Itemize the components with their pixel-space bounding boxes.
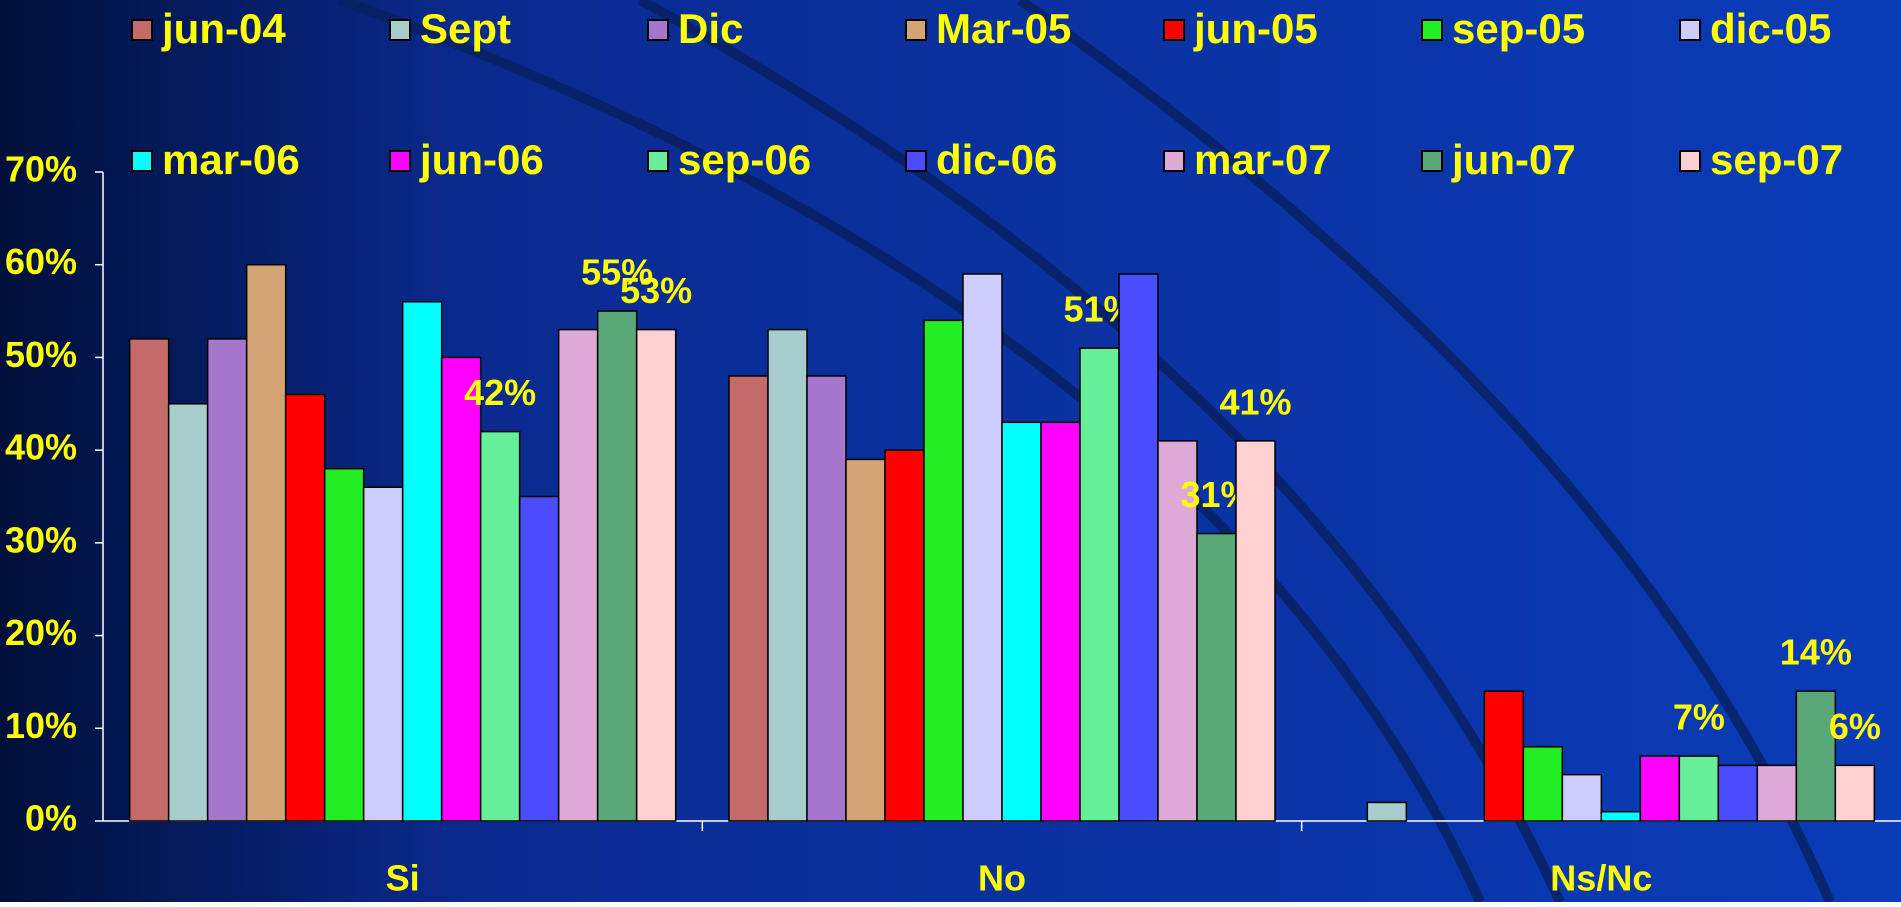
bar xyxy=(1639,755,1681,822)
bar xyxy=(1079,347,1120,822)
bar xyxy=(962,273,1003,822)
y-tick-label: 30% xyxy=(5,519,77,560)
legend-label: Mar-05 xyxy=(936,5,1071,52)
bar xyxy=(1561,773,1603,822)
legend-swatch xyxy=(1679,150,1701,172)
bar xyxy=(845,458,886,822)
legend-label: dic-06 xyxy=(936,136,1057,183)
bar xyxy=(923,319,964,822)
y-tick-label: 50% xyxy=(5,334,77,375)
bar xyxy=(1366,801,1408,822)
y-tick-label: 70% xyxy=(5,149,77,190)
bar xyxy=(1600,810,1642,822)
legend-label: jun-05 xyxy=(1193,5,1318,52)
bar xyxy=(1522,746,1564,822)
y-tick-label: 0% xyxy=(25,798,77,839)
bar xyxy=(1834,764,1876,822)
data-label: 53% xyxy=(620,270,692,311)
legend-label: jun-06 xyxy=(419,136,544,183)
bar xyxy=(167,403,209,822)
legend-label: jun-07 xyxy=(1451,136,1576,183)
data-label: 55% xyxy=(581,252,653,293)
legend-swatch xyxy=(1163,19,1185,41)
bar xyxy=(206,338,248,822)
legend-swatch xyxy=(647,150,669,172)
bar xyxy=(557,328,599,822)
bar xyxy=(884,449,925,822)
y-tick-label: 20% xyxy=(5,612,77,653)
x-tick-label: Si xyxy=(386,858,420,899)
legend-swatch xyxy=(389,150,411,172)
bar xyxy=(596,310,638,822)
bar xyxy=(284,393,326,822)
data-label: 41% xyxy=(1219,381,1291,422)
y-tick-label: 40% xyxy=(5,427,77,468)
legend-label: dic-05 xyxy=(1710,5,1831,52)
legend-swatch xyxy=(1163,150,1185,172)
legend-swatch xyxy=(389,19,411,41)
bar xyxy=(767,328,808,822)
bar xyxy=(1001,421,1042,822)
bar xyxy=(1756,764,1798,822)
data-label: 42% xyxy=(464,372,536,413)
bar xyxy=(1795,690,1837,822)
bar xyxy=(1717,764,1759,822)
legend-swatch xyxy=(647,19,669,41)
data-label: 7% xyxy=(1673,697,1725,738)
bar xyxy=(1040,421,1081,822)
legend-label: Sept xyxy=(420,5,511,52)
legend-label: Dic xyxy=(678,5,743,52)
bar xyxy=(440,356,482,822)
legend-swatch xyxy=(1679,19,1701,41)
legend-label: jun-04 xyxy=(161,5,286,52)
bar xyxy=(401,301,443,822)
bar xyxy=(635,328,677,822)
legend-swatch xyxy=(1421,19,1443,41)
bar xyxy=(362,486,404,822)
bar xyxy=(1678,755,1720,822)
legend-swatch xyxy=(905,150,927,172)
x-tick-label: Ns/Nc xyxy=(1550,858,1652,899)
legend-swatch xyxy=(905,19,927,41)
legend-label: mar-07 xyxy=(1194,136,1332,183)
legend-label: sep-06 xyxy=(678,136,811,183)
bar xyxy=(1235,440,1276,822)
legend-swatch xyxy=(131,150,153,172)
bar xyxy=(479,430,521,822)
legend-label: mar-06 xyxy=(162,136,300,183)
bar xyxy=(728,375,769,822)
data-label: 6% xyxy=(1829,706,1881,747)
x-tick-label: No xyxy=(978,858,1026,899)
legend-label: sep-05 xyxy=(1452,5,1585,52)
bar xyxy=(128,338,170,822)
bar xyxy=(1196,532,1237,822)
bar xyxy=(806,375,847,822)
legend-swatch xyxy=(131,19,153,41)
y-tick-label: 60% xyxy=(5,241,77,282)
bar xyxy=(1483,690,1525,822)
bar xyxy=(1118,273,1159,822)
legend-swatch xyxy=(1421,150,1443,172)
bar xyxy=(323,467,365,822)
bar xyxy=(518,495,560,822)
bar xyxy=(245,263,287,822)
y-tick-label: 10% xyxy=(5,705,77,746)
data-label: 14% xyxy=(1780,632,1852,673)
legend-label: sep-07 xyxy=(1710,136,1843,183)
